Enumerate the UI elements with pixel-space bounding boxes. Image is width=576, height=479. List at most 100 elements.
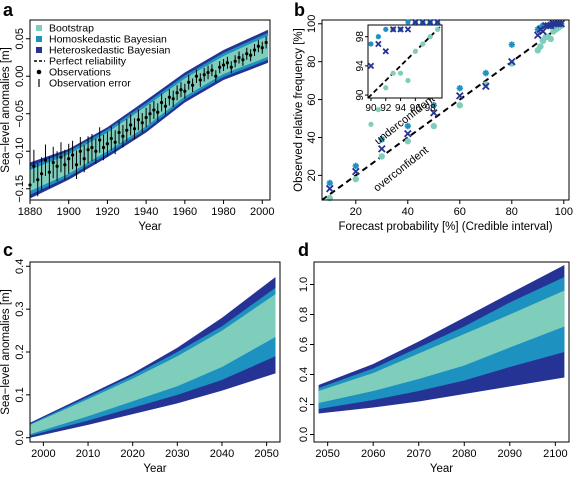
observation-point	[98, 138, 102, 142]
x-tick-label: 1920	[95, 206, 119, 218]
inset-x-tick-label: 96	[410, 103, 422, 114]
point-heteroskedastic-bayesian	[429, 109, 438, 117]
x-tick-label: 2090	[498, 448, 522, 460]
inset-point-bootstrap	[397, 70, 404, 76]
marker-stroke	[351, 167, 360, 176]
inset-point-homoskedastic-bayesian	[405, 19, 411, 25]
inset-y-tick-label: 98	[355, 31, 366, 43]
inset-point-heteroskedastic-bayesian	[426, 18, 434, 26]
marker-stroke	[557, 19, 566, 28]
y-tick-label: 80	[306, 56, 318, 68]
legend-entry: Heteroskedastic Bayesian	[49, 45, 171, 57]
observation-point	[86, 148, 90, 152]
point-bootstrap	[482, 81, 489, 88]
y-tick-label: 0.0	[14, 430, 26, 445]
observation-point	[152, 108, 156, 112]
observation-point	[202, 73, 206, 77]
observation-point	[109, 136, 113, 141]
point-heteroskedastic-bayesian	[533, 31, 542, 39]
inset-point-bootstrap	[427, 34, 433, 40]
point-homoskedastic-bayesian	[508, 41, 515, 48]
point-heteroskedastic-bayesian	[403, 129, 412, 138]
x-axis-label: Year	[430, 463, 453, 475]
observation-point	[51, 160, 55, 165]
observation-point	[74, 163, 79, 167]
point-homoskedastic-bayesian	[378, 136, 385, 143]
band-bootstrap	[318, 290, 565, 403]
point-bootstrap	[508, 60, 515, 67]
y-tick-label: 0.1	[14, 387, 26, 402]
annotation-overconfident: overconfident	[371, 144, 430, 194]
point-homoskedastic-bayesian	[430, 102, 437, 109]
y-tick-label: 0.6	[298, 337, 310, 352]
inset-point-bootstrap	[420, 41, 426, 47]
observation-point	[264, 40, 268, 45]
point-heteroskedastic-bayesian	[539, 27, 547, 36]
x-tick-label: 2030	[165, 448, 189, 460]
x-tick-label: 2050	[254, 448, 278, 460]
observation-point	[36, 178, 40, 182]
inset-point-bootstrap	[412, 48, 418, 54]
y-tick-label: 60	[306, 93, 318, 105]
observation-point	[70, 153, 75, 157]
x-tick-label: 2060	[361, 448, 385, 460]
legend-swatch-homoskedastic	[36, 36, 42, 42]
observation-point	[132, 127, 137, 131]
x-tick-label: 2100	[543, 448, 567, 460]
inset-point-bootstrap	[375, 107, 381, 113]
observation-point	[105, 142, 110, 146]
observation-point	[63, 163, 67, 167]
x-axis-label: Year	[143, 463, 166, 475]
inset-point-heteroskedastic-bayesian	[434, 18, 441, 26]
y-tick-label: 0.4	[298, 367, 310, 382]
marker-stroke	[419, 18, 426, 26]
observation-point	[90, 145, 94, 150]
panel-d-frame	[313, 261, 570, 443]
inset-x-tick-label: 98	[425, 103, 437, 114]
y-axis-label: Observed relative frequency [%]	[293, 28, 305, 192]
band-bootstrap	[30, 294, 276, 435]
observation-point	[113, 140, 117, 144]
point-bootstrap	[378, 153, 385, 160]
point-heteroskedastic-bayesian	[557, 19, 566, 28]
marker-stroke	[405, 19, 411, 25]
x-tick-label: 60	[454, 206, 466, 218]
observation-point	[47, 170, 51, 174]
observation-point	[140, 121, 144, 125]
inset-point-heteroskedastic-bayesian	[367, 62, 375, 70]
observation-point	[175, 91, 179, 95]
marker-stroke	[375, 34, 381, 40]
observation-point	[198, 78, 202, 82]
y-tick-label: 20	[306, 169, 318, 181]
panel-label-b: b	[294, 0, 305, 20]
inset-point-bootstrap	[434, 26, 441, 32]
point-homoskedastic-bayesian	[404, 122, 411, 130]
inset-y-tick-label: 90	[355, 89, 366, 101]
point-homoskedastic-bayesian	[326, 179, 333, 187]
observation-point	[218, 65, 222, 69]
y-tick-label: −0.05	[14, 100, 26, 128]
inset-x-tick-label: 90	[365, 103, 377, 114]
inset-point-heteroskedastic-bayesian	[375, 40, 382, 48]
y-tick-label: 0.2	[298, 397, 310, 412]
observation-point	[241, 58, 245, 62]
x-tick-label: 1940	[134, 206, 158, 218]
marker-stroke	[368, 41, 374, 47]
inset-point-bootstrap	[390, 70, 396, 76]
observation-point	[136, 118, 140, 122]
observation-point	[156, 110, 160, 114]
x-tick-label: 2000	[250, 206, 274, 218]
x-tick-label: 2020	[120, 448, 144, 460]
marker-stroke	[367, 62, 375, 70]
observation-point	[125, 128, 129, 132]
observation-point	[225, 61, 230, 65]
marker-stroke	[404, 26, 412, 33]
inset-point-heteroskedastic-bayesian	[397, 26, 404, 33]
marker-stroke	[378, 136, 385, 143]
y-axis-label: Sea−level anomalies [m]	[0, 289, 12, 415]
x-tick-label: 2010	[76, 448, 100, 460]
y-tick-label: 1.0	[298, 277, 310, 292]
observation-point	[206, 70, 210, 75]
observation-point	[148, 112, 152, 116]
